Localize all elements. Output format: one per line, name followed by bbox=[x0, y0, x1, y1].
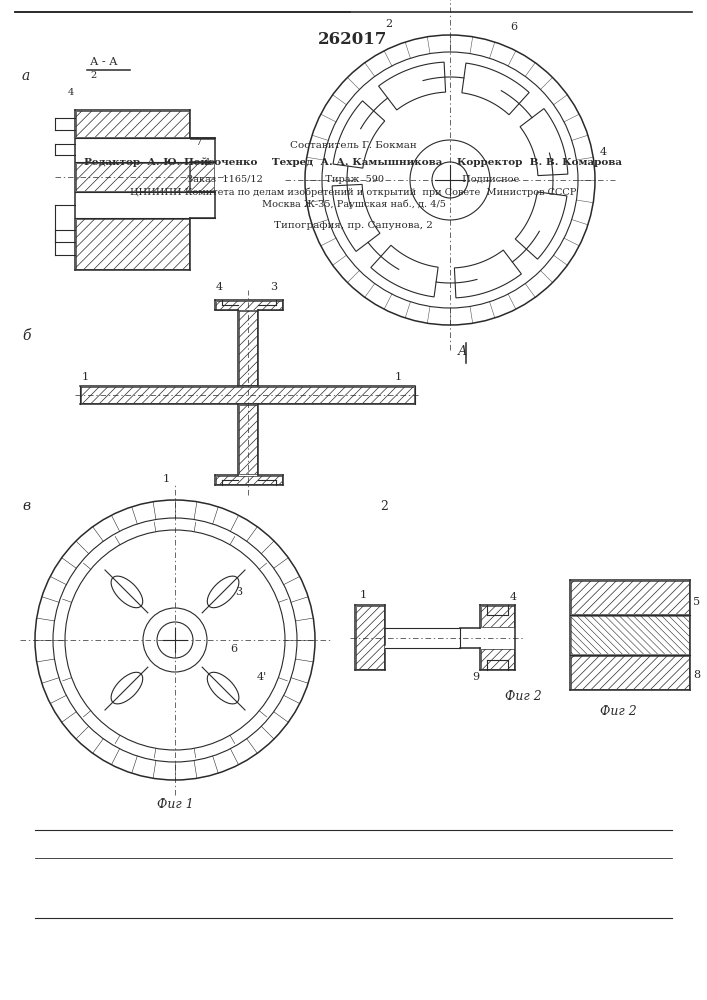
Text: 2: 2 bbox=[90, 71, 96, 80]
Text: 6: 6 bbox=[510, 22, 517, 32]
Text: 4: 4 bbox=[510, 592, 517, 602]
Text: 2: 2 bbox=[380, 500, 388, 513]
Text: 4': 4' bbox=[257, 672, 267, 682]
Text: 1: 1 bbox=[82, 372, 89, 382]
Text: 1: 1 bbox=[395, 372, 402, 382]
Text: А: А bbox=[458, 345, 467, 358]
Text: Типография, пр. Сапунова, 2: Типография, пр. Сапунова, 2 bbox=[274, 221, 433, 230]
Text: А - А: А - А bbox=[90, 57, 117, 67]
Text: Редактор  А. Ю. Пейсоченко    Техред  А. А. Камышникова    Корректор  В. В. Кома: Редактор А. Ю. Пейсоченко Техред А. А. К… bbox=[85, 157, 622, 167]
Text: б: б bbox=[22, 329, 30, 343]
Text: 4: 4 bbox=[216, 282, 223, 292]
Text: 3: 3 bbox=[270, 282, 277, 292]
Text: а: а bbox=[22, 69, 30, 83]
Text: Заказ  1165/12                    Тираж  590                         Подписное: Заказ 1165/12 Тираж 590 Подписное bbox=[187, 176, 520, 184]
Text: 2: 2 bbox=[385, 19, 392, 29]
Text: 8: 8 bbox=[693, 670, 700, 680]
Text: 9: 9 bbox=[472, 672, 479, 682]
Text: 3: 3 bbox=[235, 587, 242, 597]
Text: Составитель Г. Бокман: Составитель Г. Бокман bbox=[290, 140, 417, 149]
Text: 4: 4 bbox=[600, 147, 607, 157]
Text: Москва Ж-35, Раушская наб., д. 4/5: Москва Ж-35, Раушская наб., д. 4/5 bbox=[262, 199, 445, 209]
Text: Фиг 2: Фиг 2 bbox=[505, 690, 542, 703]
Text: ЦНИИПИ Комитета по делам изобретений и открытий  при Совете  Министров СССР: ЦНИИПИ Комитета по делам изобретений и о… bbox=[130, 187, 577, 197]
Text: 5: 5 bbox=[693, 597, 700, 607]
Text: 1: 1 bbox=[205, 158, 211, 167]
Text: 7: 7 bbox=[195, 138, 201, 147]
Text: 262017: 262017 bbox=[318, 31, 387, 48]
Text: 6: 6 bbox=[230, 644, 237, 654]
Text: 4: 4 bbox=[68, 88, 74, 97]
Text: 1: 1 bbox=[360, 590, 367, 600]
Text: в: в bbox=[22, 499, 30, 513]
Text: Фиг 1: Фиг 1 bbox=[157, 798, 194, 811]
Text: Фиг 2: Фиг 2 bbox=[600, 705, 637, 718]
Text: 1: 1 bbox=[163, 474, 170, 484]
